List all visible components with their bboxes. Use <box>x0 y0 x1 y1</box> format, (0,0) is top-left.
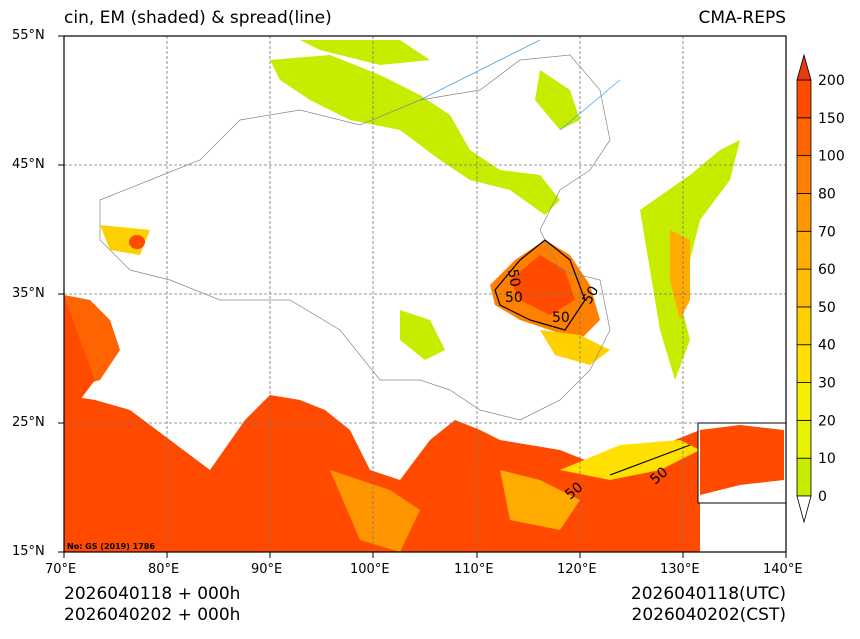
lon-label: 80°E <box>148 562 180 577</box>
country-borders <box>99 54 611 421</box>
lat-label: 45°N <box>12 157 45 172</box>
graticule <box>64 36 786 552</box>
spread-contour <box>494 239 586 331</box>
colorbar-tick-label: 80 <box>818 186 836 202</box>
colorbar-tick-label: 150 <box>818 111 845 127</box>
colorbar-tick-label: 70 <box>818 224 836 240</box>
colorbar-bin <box>796 306 812 346</box>
lat-label: 25°N <box>12 415 45 430</box>
cst-time: 2026040202(CST) <box>631 605 786 625</box>
lon-label: 140°E <box>763 562 803 577</box>
shaded-field: 50 50 50 50 50 50 <box>64 36 786 552</box>
source-label: CMA-REPS <box>698 8 786 28</box>
colorbar-bin <box>796 268 812 308</box>
colorbar-bin <box>796 344 812 383</box>
colorbar-bin <box>796 155 812 194</box>
colorbar-bin <box>796 117 812 157</box>
svg-text:50: 50 <box>504 268 523 288</box>
colorbar: 0 10 20 30 40 50 60 70 80 100 150 200 <box>796 53 845 524</box>
colorbar-bin <box>796 230 812 270</box>
lon-label: 70°E <box>45 562 77 577</box>
colorbar-bin <box>796 79 812 119</box>
lon-label: 120°E <box>557 562 597 577</box>
colorbar-tick-label: 0 <box>818 489 827 505</box>
figure-title: cin, EM (shaded) & spread(line) <box>64 8 332 28</box>
lon-label: 90°E <box>251 562 283 577</box>
colorbar-under-triangle <box>796 495 812 524</box>
colorbar-bin <box>796 382 812 421</box>
lat-label: 35°N <box>12 286 45 301</box>
lat-label: 15°N <box>12 544 45 559</box>
colorbar-bin <box>796 419 812 459</box>
colorbar-tick-label: 30 <box>818 376 836 392</box>
utc-time: 2026040118(UTC) <box>630 584 786 604</box>
colorbar-tick-label: 60 <box>818 262 836 278</box>
lon-label: 130°E <box>660 562 700 577</box>
colorbar-bin <box>796 193 812 232</box>
colorbar-tick-label: 20 <box>818 413 836 429</box>
cin-region-north <box>270 55 560 215</box>
svg-text:50: 50 <box>552 310 570 326</box>
valid-time: 2026040202 + 000h <box>64 605 241 625</box>
colorbar-tick-label: 200 <box>818 73 845 89</box>
init-time: 2026040118 + 000h <box>64 584 241 604</box>
svg-text:50: 50 <box>580 284 603 307</box>
colorbar-tick-label: 50 <box>818 300 836 316</box>
colorbar-tick-label: 10 <box>818 451 836 467</box>
lon-label: 110°E <box>454 562 494 577</box>
colorbar-tick-label: 40 <box>818 338 836 354</box>
south-china-sea-inset <box>697 422 787 504</box>
colorbar-tick-label: 100 <box>818 149 845 165</box>
colorbar-over-triangle <box>796 53 812 81</box>
svg-text:50: 50 <box>505 290 523 306</box>
lat-label: 55°N <box>12 28 45 43</box>
lon-label: 100°E <box>350 562 390 577</box>
colorbar-bin <box>796 457 812 497</box>
approval-number: No: GS (2019) 1786 <box>67 542 155 551</box>
